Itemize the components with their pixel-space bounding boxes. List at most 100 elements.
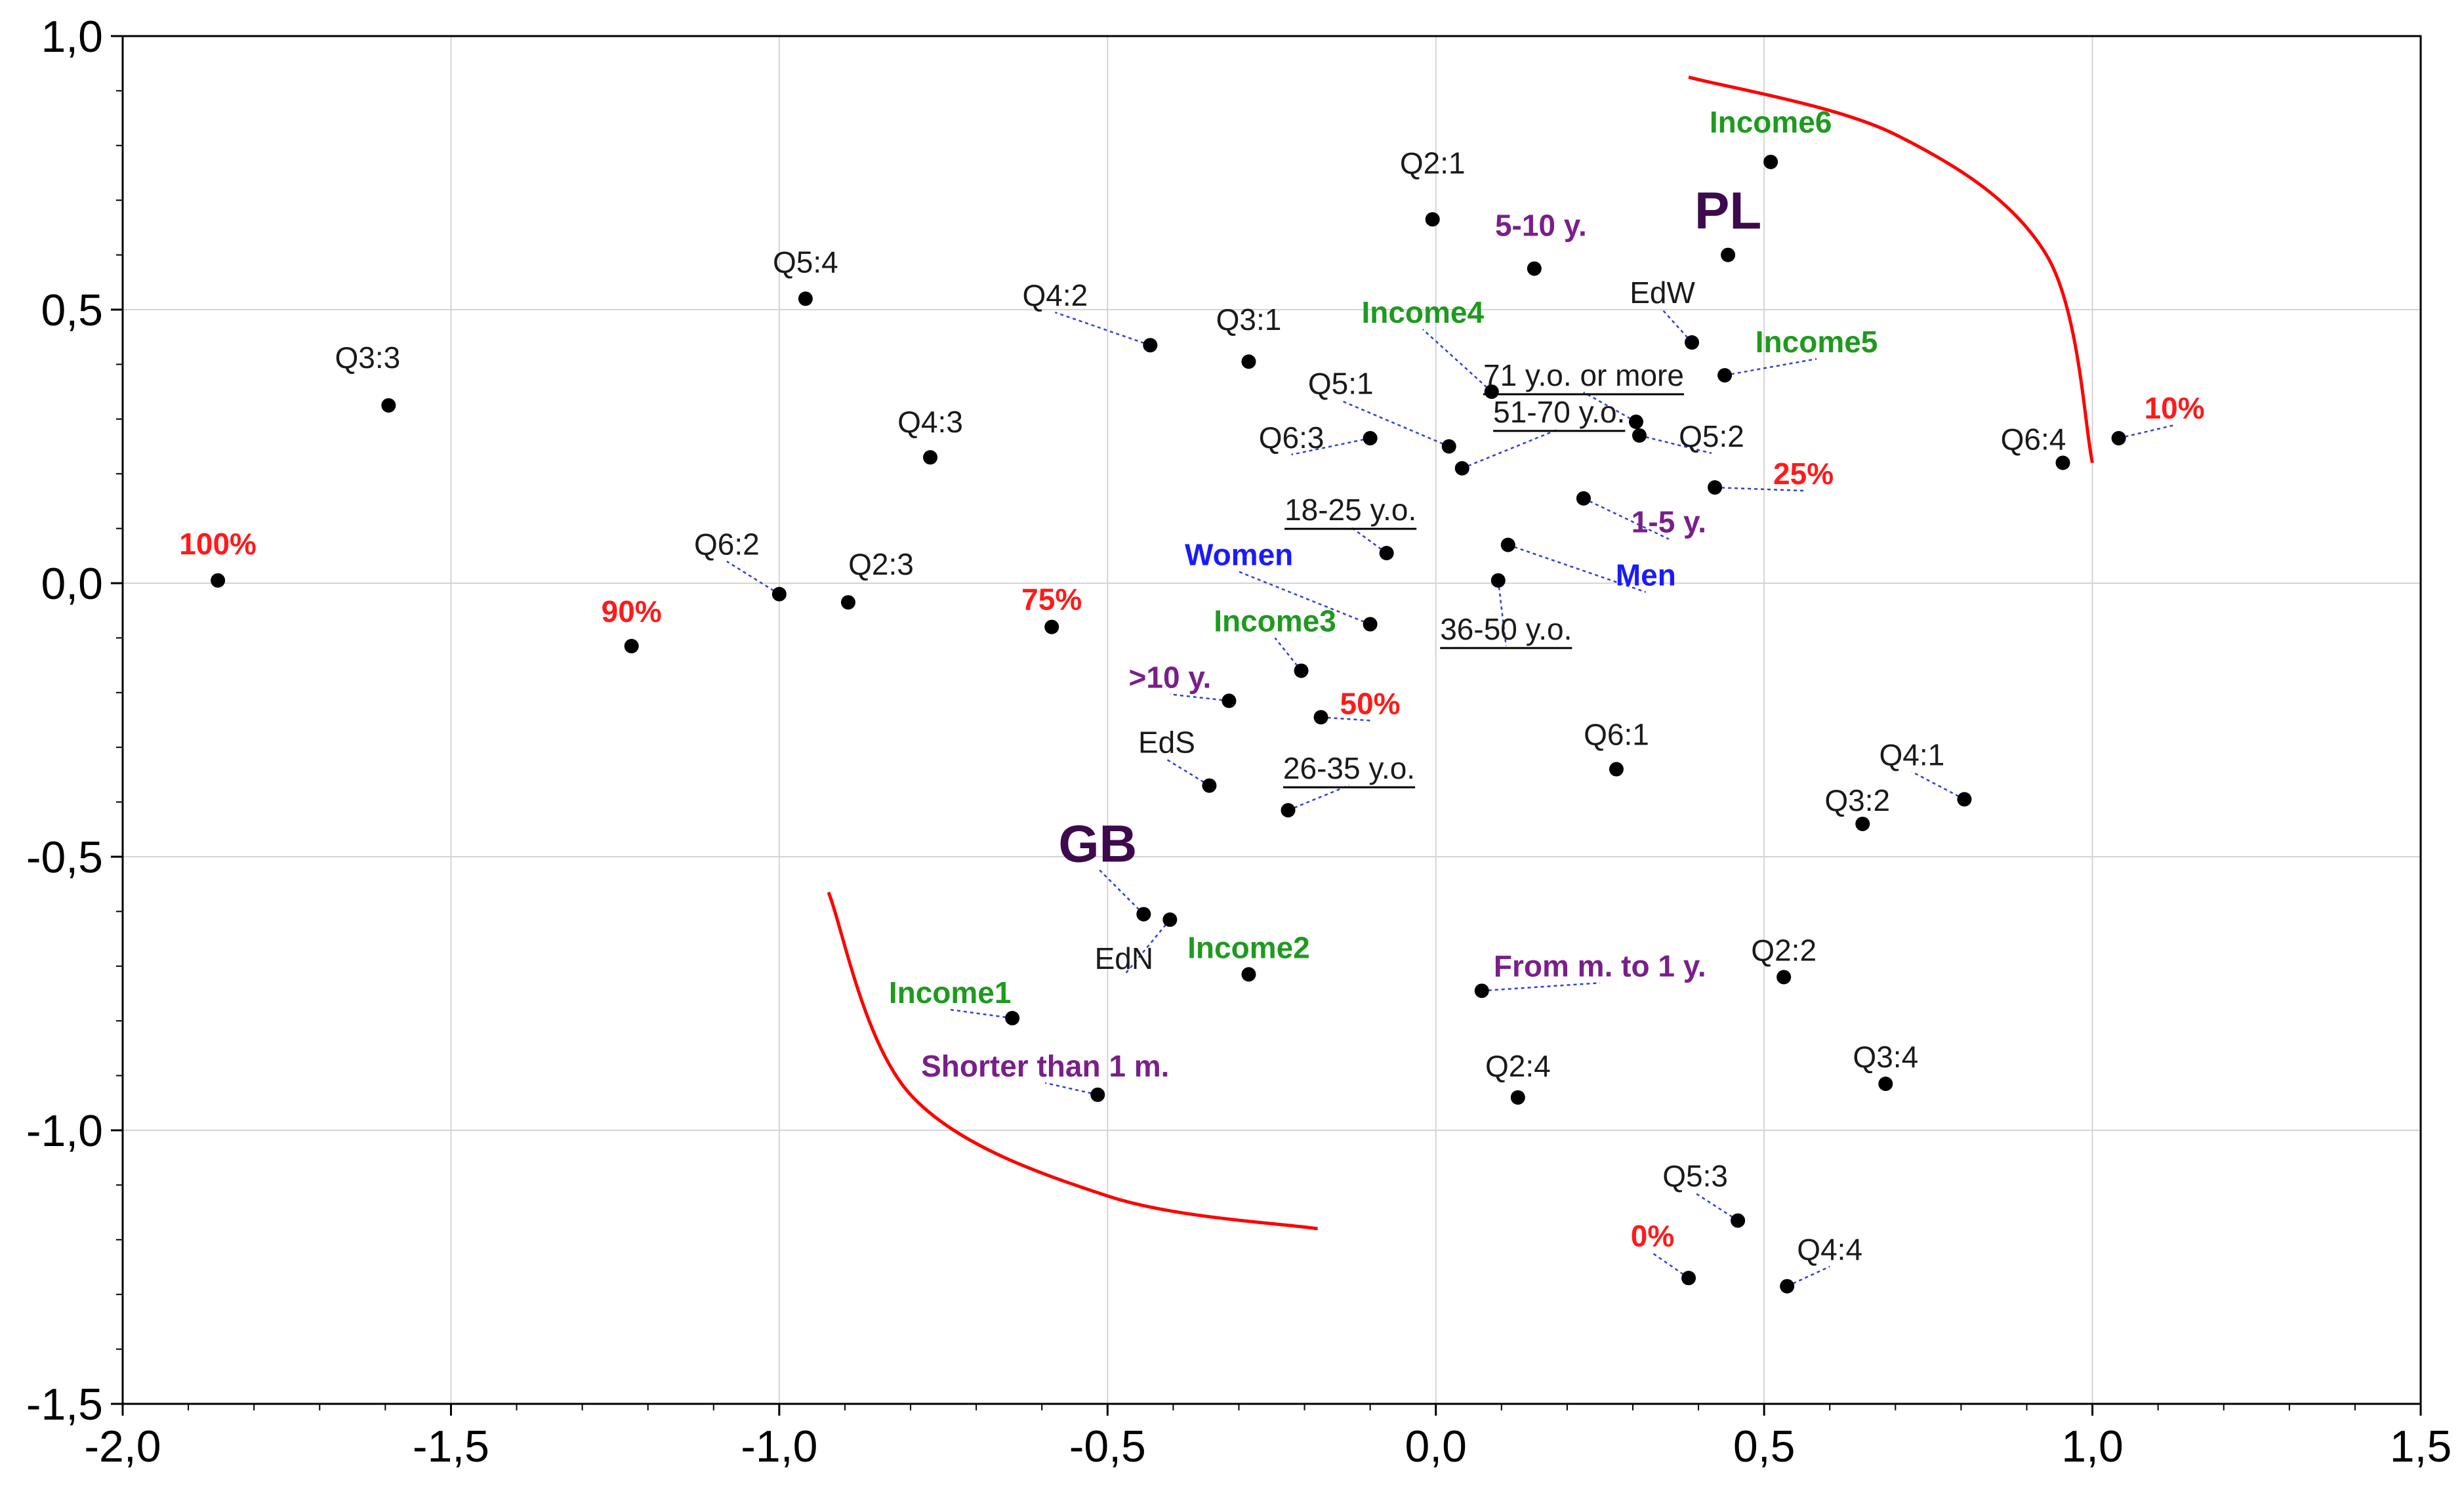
point-marker bbox=[1241, 354, 1256, 369]
x-tick-label: 1,0 bbox=[2061, 1422, 2124, 1471]
data-point: >10 y. bbox=[1129, 660, 1237, 708]
data-point: EdW bbox=[1630, 276, 1700, 350]
point-marker bbox=[1490, 573, 1506, 588]
point-label: 5-10 y. bbox=[1495, 208, 1587, 242]
point-marker bbox=[1628, 414, 1643, 429]
leader-line bbox=[1652, 1252, 1689, 1279]
data-point: Income2 bbox=[1187, 930, 1310, 982]
grid-lines bbox=[123, 36, 2421, 1404]
point-marker bbox=[1162, 912, 1178, 927]
point-label: Q2:2 bbox=[1751, 933, 1817, 967]
leader-line bbox=[1123, 919, 1171, 976]
leader-line bbox=[1481, 982, 1600, 992]
point-label: Men bbox=[1616, 558, 1676, 592]
data-point: Q2:3 bbox=[840, 547, 914, 610]
point-label: Q3:4 bbox=[1853, 1040, 1918, 1074]
point-marker bbox=[1474, 983, 1489, 998]
x-tick-label: 0,5 bbox=[1733, 1422, 1796, 1471]
data-point: Q4:2 bbox=[1022, 278, 1158, 353]
y-tick-label: 1,0 bbox=[41, 12, 103, 62]
data-point: Q5:1 bbox=[1308, 367, 1456, 454]
leader-line bbox=[1349, 526, 1387, 554]
point-label: 18-25 y.o. bbox=[1284, 493, 1416, 527]
leader-line bbox=[1662, 309, 1693, 343]
data-point: Q2:2 bbox=[1751, 933, 1817, 985]
y-tick-label: 0,5 bbox=[41, 285, 103, 335]
point-marker bbox=[1855, 816, 1870, 831]
point-label: EdW bbox=[1630, 276, 1695, 310]
plot-frame bbox=[121, 35, 2422, 1405]
point-marker bbox=[1441, 439, 1456, 454]
point-label: Q3:3 bbox=[335, 340, 400, 375]
data-point: Q4:4 bbox=[1780, 1233, 1862, 1294]
point-marker bbox=[1878, 1077, 1893, 1092]
point-label: Q5:2 bbox=[1679, 419, 1744, 453]
point-label: Q2:1 bbox=[1400, 146, 1466, 180]
data-point: 75% bbox=[1021, 583, 1082, 634]
point-label: GB bbox=[1058, 815, 1137, 873]
point-label: Q6:1 bbox=[1584, 718, 1649, 752]
point-label: >10 y. bbox=[1129, 660, 1212, 694]
data-point: PL bbox=[1694, 182, 1761, 262]
point-marker bbox=[923, 450, 938, 465]
data-point: Income6 bbox=[1710, 105, 1832, 169]
data-point: Income3 bbox=[1214, 604, 1336, 678]
leader-line bbox=[1497, 580, 1508, 646]
x-tick-label: 0,0 bbox=[1405, 1422, 1467, 1471]
x-tick-label: -0,5 bbox=[1069, 1422, 1146, 1471]
point-label: Women bbox=[1185, 538, 1293, 572]
point-label: Q2:3 bbox=[848, 547, 914, 581]
point-marker bbox=[1609, 762, 1624, 777]
point-label: Q6:2 bbox=[694, 527, 760, 562]
point-marker bbox=[1721, 247, 1736, 262]
point-label: Q3:2 bbox=[1824, 783, 1890, 817]
point-marker bbox=[1500, 537, 1515, 552]
data-points: Income6 Q2:1 5-10 y. PL EdW Income5 Q5:4 Q4:2 Q3… bbox=[179, 105, 2205, 1294]
point-label: Q2:4 bbox=[1485, 1049, 1551, 1083]
point-label: Income3 bbox=[1214, 604, 1336, 638]
leader-line bbox=[1462, 428, 1560, 470]
grouping-arcs bbox=[827, 75, 2095, 1231]
data-point: Q5:3 bbox=[1662, 1159, 1746, 1228]
point-marker bbox=[1005, 1011, 1020, 1026]
point-marker bbox=[1780, 1279, 1795, 1294]
leader-line bbox=[726, 560, 780, 595]
point-label: 25% bbox=[1773, 457, 1834, 491]
leader-line bbox=[949, 1008, 1013, 1019]
point-marker bbox=[1685, 335, 1700, 350]
point-label: PL bbox=[1694, 182, 1761, 240]
x-tick-label: -2,0 bbox=[84, 1422, 161, 1471]
point-marker bbox=[1776, 970, 1792, 985]
point-label: Q5:3 bbox=[1662, 1159, 1728, 1193]
leader-line bbox=[1054, 312, 1151, 346]
point-marker bbox=[1708, 480, 1723, 495]
point-marker bbox=[1281, 803, 1296, 818]
leader-line bbox=[1422, 329, 1492, 393]
data-point: Q3:3 bbox=[335, 340, 400, 413]
point-label: Q5:4 bbox=[773, 245, 838, 279]
point-marker bbox=[1425, 212, 1440, 227]
lower-arc bbox=[827, 892, 1318, 1231]
point-label: Q5:1 bbox=[1308, 367, 1374, 401]
point-label: 90% bbox=[602, 594, 662, 628]
point-marker bbox=[1143, 338, 1158, 353]
data-point: GB bbox=[1058, 815, 1151, 922]
data-point: 26-35 y.o. bbox=[1281, 751, 1416, 818]
data-point: 90% bbox=[602, 594, 662, 653]
point-marker bbox=[1510, 1090, 1525, 1105]
point-marker bbox=[1363, 430, 1378, 445]
data-point: Q6:1 bbox=[1584, 718, 1649, 777]
data-point: From m. to 1 y. bbox=[1474, 949, 1706, 998]
leader-line bbox=[1321, 716, 1370, 722]
y-tick-label: 0,0 bbox=[41, 559, 103, 609]
point-label: Q4:4 bbox=[1797, 1233, 1862, 1267]
data-point: Shorter than 1 m. bbox=[921, 1049, 1169, 1102]
leader-line bbox=[1583, 497, 1670, 540]
data-point: 1-5 y. bbox=[1576, 491, 1706, 540]
data-point: Income1 bbox=[889, 975, 1020, 1026]
leader-line bbox=[1639, 434, 1712, 455]
point-marker bbox=[1681, 1271, 1696, 1286]
data-point: Q3:4 bbox=[1853, 1040, 1918, 1092]
axis-ticks: -2,0 -1,5 -1,0 -0,5 0,0 0,5 1,0 1,51,00,50,0-0,… bbox=[26, 12, 2452, 1471]
point-marker bbox=[624, 638, 639, 653]
